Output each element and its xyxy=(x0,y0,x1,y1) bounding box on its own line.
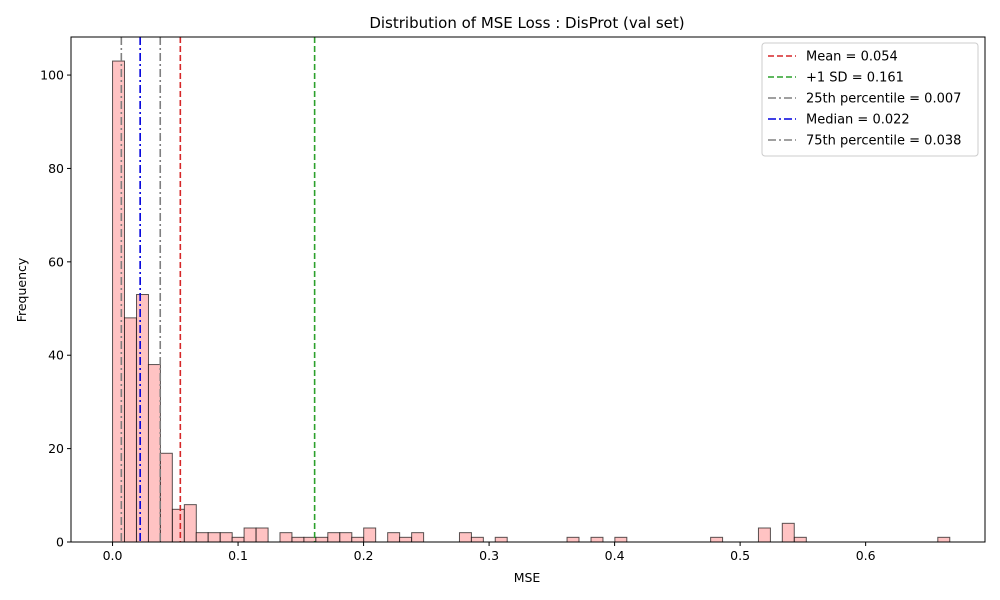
histogram-bar xyxy=(793,536,807,543)
histogram-bar xyxy=(327,532,341,543)
x-tick-label: 0.6 xyxy=(856,548,876,563)
plot-frame xyxy=(70,36,986,543)
legend: Mean = 0.054 +1 SD = 0.161 25th percentile… xyxy=(761,42,979,157)
y-axis-label: Frequency xyxy=(14,257,29,322)
legend-label: +1 SD = 0.161 xyxy=(806,71,904,86)
histogram-bar xyxy=(279,532,293,543)
histogram-bar xyxy=(231,536,245,543)
histogram-bars xyxy=(112,60,951,543)
histogram-bar xyxy=(781,522,795,543)
legend-label: 25th percentile = 0.007 xyxy=(806,92,961,107)
legend-label: Mean = 0.054 xyxy=(806,50,898,65)
histogram-bar xyxy=(171,508,185,543)
histogram-bar xyxy=(255,527,269,543)
x-axis-label: MSE xyxy=(514,570,541,585)
y-tick-label: 40 xyxy=(48,348,64,363)
histogram-bar xyxy=(494,536,508,543)
x-tick-label: 0.0 xyxy=(103,548,123,563)
histogram-bar xyxy=(195,532,209,543)
chart-title: Distribution of MSE Loss : DisProt (val … xyxy=(369,14,684,32)
histogram-bar xyxy=(351,536,365,543)
x-tick-label: 0.1 xyxy=(228,548,248,563)
y-tick-label: 20 xyxy=(48,441,64,456)
histogram-bar xyxy=(757,527,771,543)
reference-lines xyxy=(120,37,316,542)
histogram-bar xyxy=(387,532,401,543)
histogram-bar xyxy=(315,536,329,543)
histogram-bar xyxy=(470,536,484,543)
histogram-bar xyxy=(136,294,149,543)
y-tick-label: 80 xyxy=(48,161,64,176)
y-tick-label: 100 xyxy=(40,68,64,83)
histogram-bar xyxy=(614,536,628,543)
legend-box xyxy=(761,42,979,157)
histogram-bar xyxy=(411,532,425,543)
x-tick-label: 0.3 xyxy=(479,548,499,563)
x-tick-label: 0.4 xyxy=(605,548,625,563)
histogram-bar xyxy=(458,532,472,543)
histogram-bar xyxy=(339,532,353,543)
histogram-bar xyxy=(399,536,413,543)
histogram-bar xyxy=(363,527,377,543)
histogram-bar xyxy=(590,536,604,543)
histogram-bar xyxy=(937,536,951,543)
y-axis: 0 20 40 60 80 100 xyxy=(40,68,71,550)
legend-label: 75th percentile = 0.038 xyxy=(806,134,961,149)
histogram-bar xyxy=(183,504,197,543)
histogram-bar xyxy=(243,527,257,543)
histogram-bar xyxy=(566,536,580,543)
histogram-bar xyxy=(207,532,221,543)
x-axis: 0.0 0.1 0.2 0.3 0.4 0.5 0.6 xyxy=(103,542,876,563)
x-tick-label: 0.5 xyxy=(730,548,750,563)
histogram-bar xyxy=(710,536,724,543)
histogram-bar xyxy=(159,452,173,543)
legend-label: Median = 0.022 xyxy=(806,113,910,128)
histogram-bar xyxy=(147,364,161,543)
histogram-bar xyxy=(112,60,126,543)
histogram-bar xyxy=(219,532,233,543)
histogram-bar xyxy=(291,536,305,543)
x-tick-label: 0.2 xyxy=(354,548,374,563)
histogram-bar xyxy=(123,317,137,543)
y-tick-label: 60 xyxy=(48,254,64,269)
y-tick-label: 0 xyxy=(56,535,64,550)
